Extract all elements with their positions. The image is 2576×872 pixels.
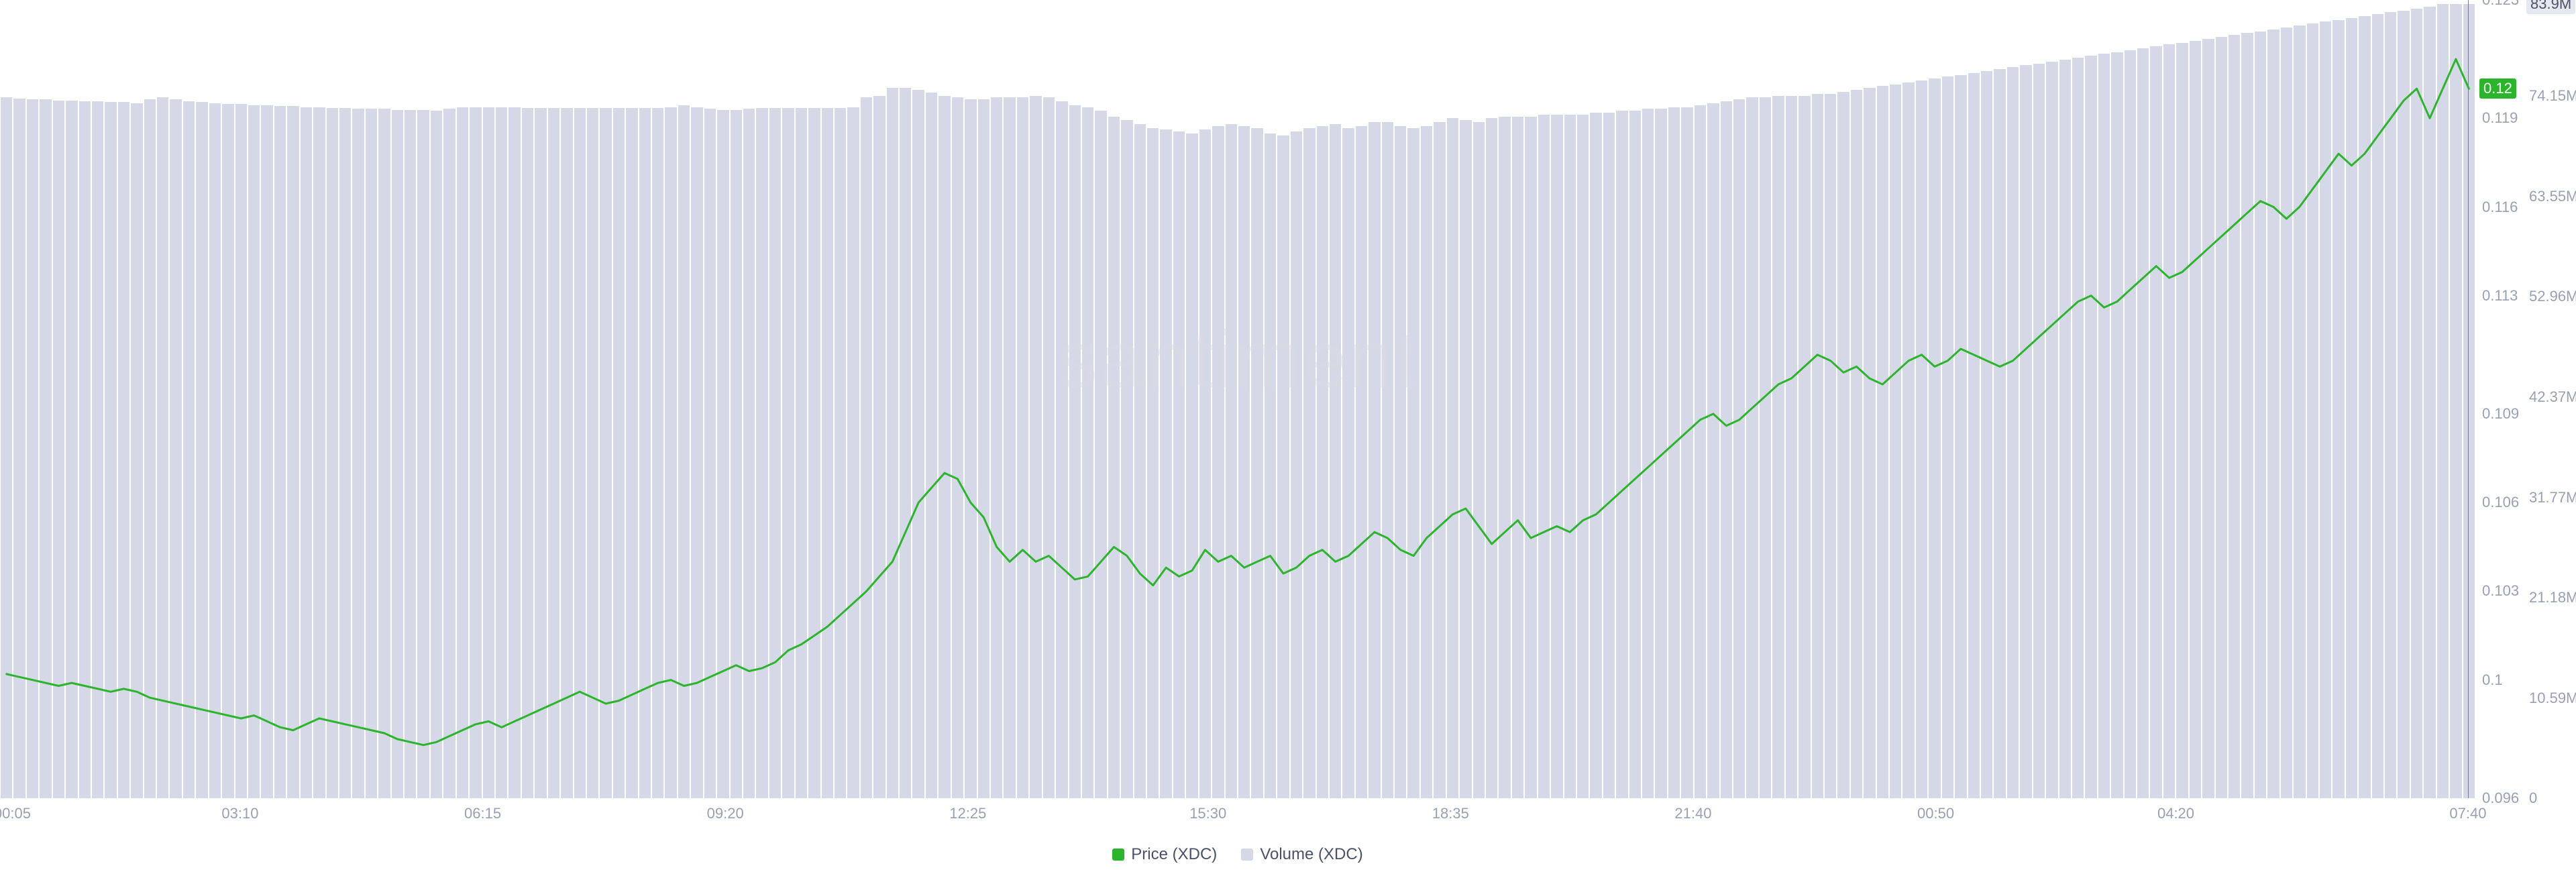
y1-tick: 0.123 — [2482, 0, 2519, 9]
legend-item[interactable]: Volume (XDC) — [1241, 845, 1362, 864]
x-tick: 04:20 — [2157, 805, 2194, 822]
y1-tick: 0.106 — [2482, 494, 2519, 511]
y2-tick: 21.18M — [2529, 589, 2576, 606]
legend-label: Volume (XDC) — [1260, 845, 1362, 864]
y1-tick: 0.109 — [2482, 405, 2519, 423]
y2-tick: 42.37M — [2529, 388, 2576, 406]
x-tick: 06:15 — [464, 805, 501, 822]
x-tick: 15:30 — [1189, 805, 1226, 822]
price-line — [0, 0, 2475, 798]
y2-tick: 52.96M — [2529, 288, 2576, 305]
x-axis-time: 00:05 03:10 06:15 09:20 12:25 15:30 18:35 21:40… — [0, 805, 2475, 825]
x-tick: 00:05 — [0, 805, 31, 822]
x-tick: 03:10 — [221, 805, 258, 822]
price-current-badge: 0.12 — [2479, 78, 2516, 99]
y1-tick: 0.103 — [2482, 582, 2519, 600]
legend-label: Price (XDC) — [1131, 845, 1217, 864]
legend-item[interactable]: Price (XDC) — [1112, 845, 1217, 864]
y-axis-price: 0.123 0.119 0.116 0.113 0.109 0.106 0.103 0.1 0.… — [2482, 0, 2522, 798]
y1-tick: 0.119 — [2482, 109, 2518, 127]
legend: Price (XDC) Volume (XDC) — [0, 845, 2475, 864]
x-tick: 21:40 — [1674, 805, 1711, 822]
y1-tick: 0.113 — [2482, 287, 2518, 305]
x-tick: 09:20 — [707, 805, 744, 822]
cursor-line — [2468, 0, 2469, 798]
chart-container: santiment 0.1230.1190.1160.1130.1090.106… — [0, 0, 2576, 872]
y-axis-volume: 84.3M74.15M63.55M52.96M42.37M31.77M21.18… — [2529, 0, 2576, 798]
y2-tick: 63.55M — [2529, 188, 2576, 205]
y1-tick: 0.1 — [2482, 671, 2503, 689]
y1-tick: 0.116 — [2482, 199, 2518, 216]
x-tick: 00:50 — [1917, 805, 1954, 822]
plot-area[interactable]: santiment — [0, 0, 2475, 798]
legend-swatch — [1112, 849, 1124, 861]
x-tick: 12:25 — [949, 805, 986, 822]
y2-tick: 0 — [2529, 789, 2537, 807]
y2-tick: 10.59M — [2529, 690, 2576, 707]
x-tick: 07:40 — [2449, 805, 2486, 822]
y1-tick: 0.096 — [2482, 789, 2519, 807]
y2-tick: 31.77M — [2529, 489, 2576, 506]
y2-tick: 74.15M — [2529, 87, 2576, 105]
legend-swatch — [1241, 849, 1253, 861]
x-tick: 18:35 — [1432, 805, 1469, 822]
volume-current-badge: 83.9M — [2526, 0, 2575, 14]
